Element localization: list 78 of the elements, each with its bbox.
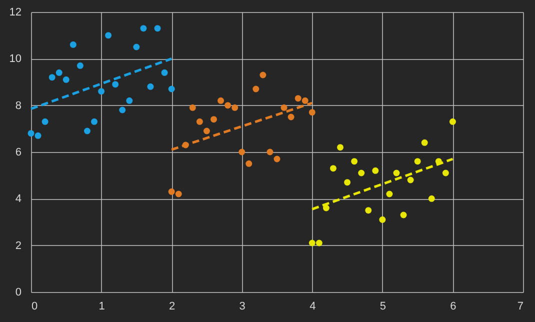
- point: [62, 76, 70, 83]
- point: [147, 83, 154, 90]
- x-tick-label: 6: [450, 300, 456, 312]
- point: [28, 130, 34, 137]
- point: [288, 114, 294, 120]
- point: [126, 97, 133, 104]
- point: [330, 165, 336, 172]
- y-tick-label: 4: [15, 193, 22, 206]
- x-tick-label: 0: [32, 300, 38, 312]
- point: [140, 25, 147, 32]
- point: [280, 104, 288, 111]
- point: [189, 104, 196, 111]
- point: [337, 144, 344, 151]
- point: [407, 176, 414, 184]
- point: [42, 118, 48, 125]
- point: [435, 158, 442, 165]
- point: [344, 179, 351, 186]
- point: [308, 240, 316, 246]
- point: [76, 62, 84, 69]
- point: [105, 32, 112, 39]
- point: [316, 240, 322, 246]
- y-tick-label: 12: [9, 6, 22, 18]
- point: [274, 156, 280, 162]
- point: [266, 148, 274, 156]
- point: [232, 104, 238, 111]
- point: [70, 41, 76, 48]
- point: [414, 158, 421, 165]
- point: [168, 86, 175, 92]
- point: [34, 132, 42, 139]
- point: [238, 148, 246, 156]
- point: [133, 44, 140, 50]
- point: [400, 212, 407, 218]
- point: [161, 69, 168, 76]
- point: [168, 188, 175, 195]
- point: [196, 118, 203, 125]
- x-tick-label: 3: [239, 300, 246, 312]
- point: [218, 97, 224, 104]
- point: [294, 95, 302, 102]
- point: [379, 216, 386, 223]
- point: [119, 106, 126, 114]
- point: [372, 167, 379, 174]
- point: [358, 170, 365, 176]
- point: [203, 128, 210, 134]
- point: [175, 190, 182, 198]
- point: [182, 142, 189, 148]
- point: [393, 170, 400, 176]
- point: [442, 170, 449, 176]
- x-tick-label: 5: [380, 300, 386, 312]
- point: [112, 81, 119, 88]
- point: [91, 118, 98, 125]
- point: [308, 109, 316, 116]
- point: [56, 69, 62, 76]
- point: [428, 195, 435, 202]
- point: [351, 158, 358, 165]
- y-tick-label: 2: [15, 240, 22, 252]
- point: [98, 88, 105, 95]
- point: [421, 139, 428, 146]
- x-tick-label: 1: [98, 300, 105, 312]
- y-tick-label: 8: [15, 100, 22, 112]
- point: [84, 128, 90, 134]
- y-tick-label: 6: [15, 146, 22, 158]
- point: [48, 74, 56, 81]
- x-tick-label: 7: [517, 300, 524, 312]
- point: [449, 118, 456, 125]
- point: [246, 160, 252, 167]
- point: [386, 190, 393, 198]
- point: [210, 116, 217, 123]
- y-tick-label: 10: [9, 53, 22, 66]
- point: [252, 86, 260, 92]
- point: [302, 97, 308, 104]
- x-tick-label: 4: [310, 300, 316, 312]
- y-tick-label: 0: [15, 286, 22, 298]
- x-tick-label: 2: [169, 300, 176, 312]
- point: [224, 102, 232, 109]
- point: [365, 207, 372, 214]
- point: [322, 204, 330, 212]
- point: [154, 25, 161, 32]
- point: [260, 72, 266, 78]
